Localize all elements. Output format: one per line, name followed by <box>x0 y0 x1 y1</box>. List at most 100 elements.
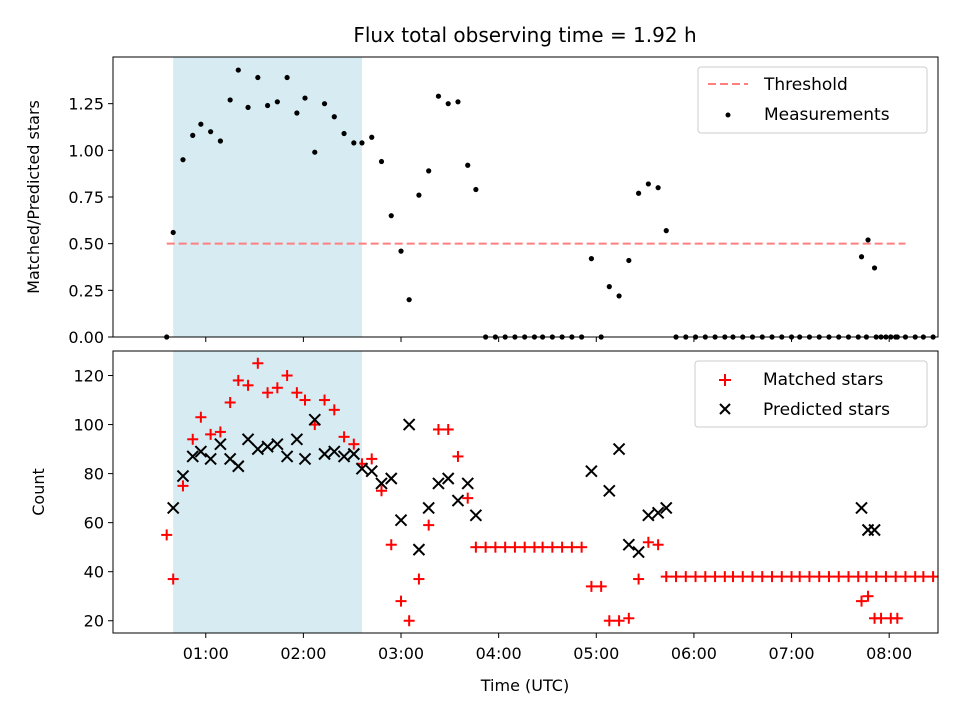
matched-star-point <box>623 612 635 624</box>
predicted-star-point <box>328 445 341 458</box>
measurement-point <box>635 190 642 196</box>
measurement-point <box>341 130 347 137</box>
matched-star-point <box>660 571 672 583</box>
matched-star-point <box>927 571 939 583</box>
predicted-star-point-b <box>271 437 284 451</box>
predicted-star-point-b <box>603 484 616 497</box>
matched-star-point <box>595 580 607 592</box>
matched-star-point <box>375 485 387 497</box>
measurement-point <box>302 95 308 101</box>
measurement-point <box>359 140 365 146</box>
predicted-star-point <box>441 472 455 485</box>
matched-star-point <box>499 541 511 553</box>
matched-star-point <box>833 571 845 583</box>
predicted-star-point-b <box>186 450 199 463</box>
predicted-star-point-b <box>355 462 369 475</box>
predicted-star-point <box>651 506 665 520</box>
measurement-point <box>398 248 404 254</box>
predicted-star-point <box>251 442 265 456</box>
x-tick-label: 01:00 <box>183 644 229 663</box>
matched-star-point <box>537 541 549 553</box>
measurement-point <box>445 101 451 107</box>
predicted-star-point-b <box>441 472 455 485</box>
matched-star-point <box>709 571 721 583</box>
matched-star-point <box>823 571 835 583</box>
matched-star-point <box>856 595 868 607</box>
predicted-star-point <box>660 501 673 515</box>
predicted-star-point <box>868 523 881 537</box>
predicted-star-point-b <box>337 450 351 463</box>
predicted-star-point-b <box>585 464 598 478</box>
measurement-point <box>227 97 233 103</box>
matched-star-point <box>860 571 872 583</box>
matched-star-point <box>891 612 903 624</box>
measurement-point <box>626 257 632 264</box>
measurement-point <box>255 74 261 81</box>
matched-star-point <box>613 615 625 627</box>
matched-star-point <box>642 536 654 548</box>
matched-star-point <box>585 580 597 592</box>
matched-star-point <box>281 370 293 382</box>
matched-star-point <box>843 571 855 583</box>
measurement-point <box>190 132 196 138</box>
matched-star-point <box>890 571 902 583</box>
matched-star-point <box>299 394 311 406</box>
matched-star-point <box>385 539 397 551</box>
bottom-axes-frame <box>112 350 939 634</box>
measurement-point <box>294 110 300 116</box>
matched-star-point <box>546 541 558 553</box>
predicted-star-point-b <box>298 452 312 466</box>
measurement-point <box>465 162 471 168</box>
predicted-star-point <box>308 413 321 426</box>
predicted-star-point-b <box>204 452 217 466</box>
predicted-star-point-b <box>365 464 378 478</box>
matched-star-point <box>776 571 788 583</box>
matched-star-point <box>699 571 711 583</box>
predicted-star-point <box>622 538 636 551</box>
chart-title: Flux total observing time = 1.92 h <box>353 23 696 47</box>
top-y-axis-label: Matched/Predicted stars <box>24 100 43 294</box>
measurement-point <box>655 185 661 191</box>
measurement-point <box>235 67 241 73</box>
matched-star-point <box>271 382 283 394</box>
predicted-star-point <box>422 501 435 515</box>
predicted-star-point <box>469 509 483 522</box>
predicted-star-point-b <box>214 437 227 451</box>
matched-star-point <box>177 480 189 492</box>
y-tick-label: 0.00 <box>68 328 104 347</box>
matched-star-point <box>462 492 474 504</box>
predicted-star-point <box>271 437 284 451</box>
measurement-point <box>245 104 251 110</box>
y-tick-label: 80 <box>84 465 104 484</box>
predicted-star-point-b <box>241 433 255 446</box>
matched-star-point <box>576 541 588 553</box>
predicted-star-point-b <box>385 472 398 485</box>
predicted-star-point-b <box>632 545 645 559</box>
matched-star-point <box>232 374 244 386</box>
predicted-star-point-b <box>347 447 361 461</box>
predicted-star-point <box>855 501 868 515</box>
top-x-ticks <box>205 337 890 342</box>
x-tick-label: 02:00 <box>280 644 326 663</box>
measurement-point <box>208 129 214 135</box>
predicted-star-point <box>603 484 616 497</box>
predicted-star-point <box>461 477 474 490</box>
predicted-star-point-b <box>394 513 408 527</box>
measurement-point <box>388 213 394 219</box>
predicted-star-point-b <box>232 460 245 473</box>
matched-star-point <box>187 433 199 445</box>
matched-star-point <box>413 573 425 585</box>
y-tick-label: 100 <box>73 416 104 435</box>
predicted-star-point-b <box>223 452 237 466</box>
measurement-point <box>312 149 318 155</box>
top-legend-box <box>697 66 928 134</box>
predicted-star-point <box>632 545 645 559</box>
matched-star-point <box>566 541 578 553</box>
matched-star-point <box>880 571 892 583</box>
measurement-point <box>865 237 871 243</box>
measurement-point <box>331 114 337 120</box>
top-axes-frame <box>112 56 939 338</box>
bottom-points <box>161 357 939 627</box>
predicted-star-point-b <box>194 445 208 458</box>
